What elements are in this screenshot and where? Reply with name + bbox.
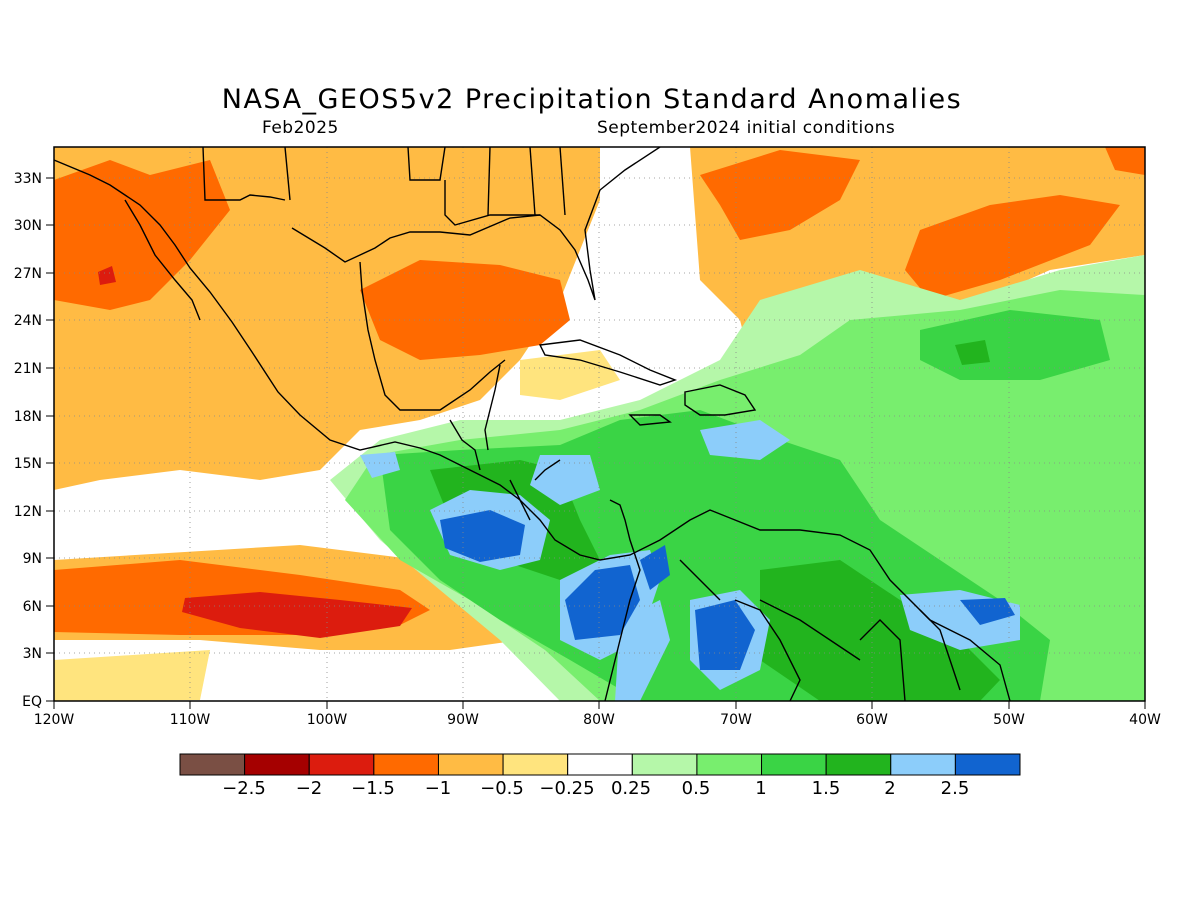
colorbar-labels: −2.5 −2 −1.5 −1 −0.5 −0.25 0.25 0.5 1 1.…	[222, 778, 969, 799]
colorbar-label: 0.25	[611, 778, 651, 799]
colorbar-label: −2	[296, 778, 323, 799]
x-tick-label: 110W	[170, 712, 211, 728]
y-tick-label: 6N	[23, 599, 42, 615]
y-tick-label: 18N	[14, 409, 42, 425]
colorbar-label: 1.5	[812, 778, 841, 799]
colorbar	[179, 753, 1021, 776]
colorbar-label: −0.5	[480, 778, 524, 799]
colorbar-swatch	[696, 753, 763, 776]
colorbar-label: 0.5	[682, 778, 711, 799]
colorbar-swatch	[567, 753, 633, 776]
y-tick-label: EQ	[22, 694, 42, 710]
colorbar-label: −2.5	[222, 778, 266, 799]
x-tick-label: 80W	[583, 712, 615, 728]
y-tick-label: 27N	[14, 266, 42, 282]
y-tick-label: 3N	[23, 646, 42, 662]
anomaly-field	[54, 147, 1145, 701]
x-tick-label: 70W	[720, 712, 752, 728]
x-tick-label: 120W	[34, 712, 75, 728]
x-axis-labels: 120W 110W 100W 90W 80W 70W 60W 50W 40W	[34, 712, 1161, 728]
x-tick-label: 100W	[307, 712, 348, 728]
y-tick-label: 21N	[14, 361, 42, 377]
colorbar-swatch	[890, 753, 956, 776]
colorbar-swatch	[954, 753, 1021, 776]
colorbar-label: −1	[425, 778, 452, 799]
colorbar-label: −1.5	[351, 778, 395, 799]
x-tick-label: 50W	[993, 712, 1025, 728]
graticule	[54, 147, 1145, 701]
y-tick-label: 24N	[14, 313, 42, 329]
colorbar-label: 2	[884, 778, 895, 799]
y-tick-label: 12N	[14, 504, 42, 520]
coastlines	[54, 147, 1011, 701]
colorbar-label: −0.25	[539, 778, 594, 799]
x-tick-label: 90W	[447, 712, 479, 728]
initial-conditions-label: September2024 initial conditions	[597, 118, 896, 138]
y-tick-label: 15N	[14, 456, 42, 472]
map-title: NASA_GEOS5v2 Precipitation Standard Anom…	[221, 84, 963, 115]
axis-ticks	[46, 177, 1146, 709]
x-tick-label: 40W	[1129, 712, 1161, 728]
y-tick-label: 9N	[23, 551, 42, 567]
colorbar-swatch	[179, 753, 246, 776]
colorbar-swatch	[373, 753, 439, 776]
y-tick-label: 30N	[14, 218, 42, 234]
y-axis-labels: EQ 3N 6N 9N 12N 15N 18N 21N 24N 27N 30N …	[14, 171, 42, 710]
colorbar-swatch	[437, 753, 504, 776]
valid-month-label: Feb2025	[262, 118, 339, 138]
colorbar-swatch	[308, 753, 375, 776]
colorbar-swatch	[761, 753, 827, 776]
colorbar-swatch	[244, 753, 310, 776]
x-tick-label: 60W	[856, 712, 888, 728]
y-tick-label: 33N	[14, 171, 42, 187]
colorbar-label: 2.5	[941, 778, 970, 799]
colorbar-swatch	[825, 753, 892, 776]
colorbar-swatch	[502, 753, 569, 776]
colorbar-swatch	[631, 753, 698, 776]
colorbar-label: 1	[755, 778, 766, 799]
